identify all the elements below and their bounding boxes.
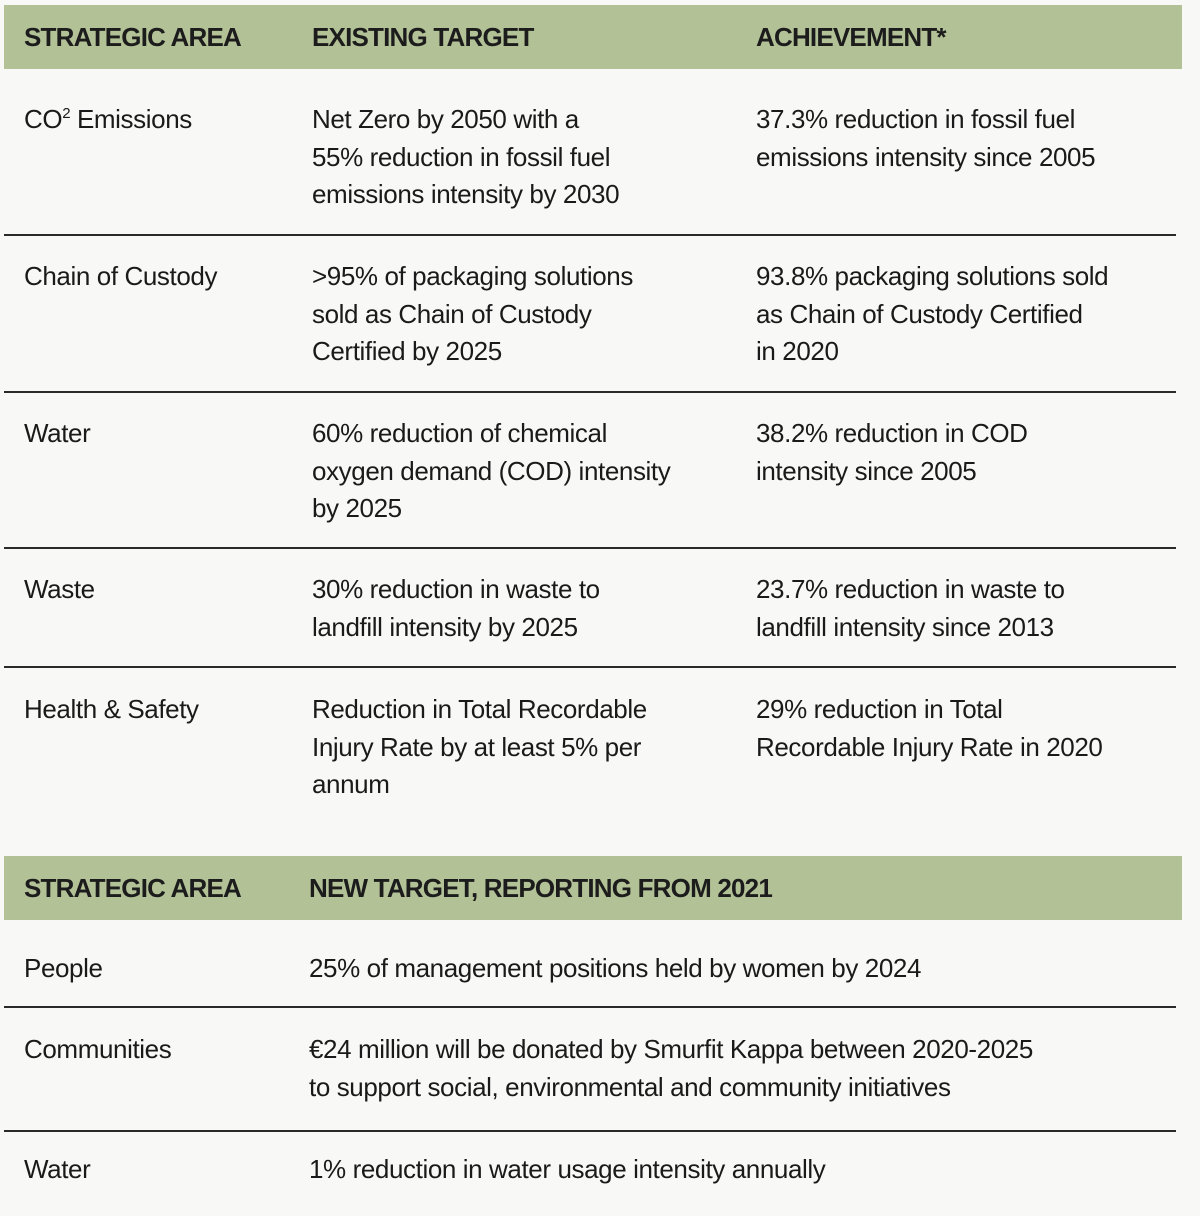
achievement-cell: 29% reduction in Total Recordable Injury… — [756, 694, 1103, 762]
area-cell: Waste — [24, 574, 95, 604]
table-row: Waste 30% reduction in waste to landfill… — [4, 549, 1176, 668]
target-cell: Net Zero by 2050 with a 55% reduction in… — [312, 104, 620, 209]
table-row: CO2 Emissions Net Zero by 2050 with a 55… — [4, 69, 1176, 236]
table-row: Water 1% reduction in water usage intens… — [4, 1132, 1176, 1216]
target-cell: €24 million will be donated by Smurfit K… — [309, 1034, 1033, 1102]
target-cell: Reduction in Total Recordable Injury Rat… — [312, 694, 647, 799]
area-text-rest: Emissions — [70, 104, 192, 134]
target-cell: 25% of management positions held by wome… — [309, 953, 922, 983]
area-cell: Water — [24, 1154, 91, 1184]
achievement-cell: 23.7% reduction in waste to landfill int… — [756, 574, 1065, 642]
achievement-cell: 37.3% reduction in fossil fuel emissions… — [756, 104, 1096, 172]
table-row: Health & Safety Reduction in Total Recor… — [4, 668, 1176, 818]
table-row: Water 60% reduction of chemical oxygen d… — [4, 393, 1176, 549]
area-cell: Chain of Custody — [24, 261, 218, 291]
area-cell: Health & Safety — [24, 694, 199, 724]
target-cell: 30% reduction in waste to landfill inten… — [312, 574, 600, 642]
achievement-cell: 93.8% packaging solutions sold as Chain … — [756, 261, 1109, 366]
target-cell: >95% of packaging solutions sold as Chai… — [312, 261, 633, 366]
target-cell: 1% reduction in water usage intensity an… — [309, 1154, 826, 1184]
achievement-cell: 38.2% reduction in COD intensity since 2… — [756, 418, 1028, 486]
area-cell: Communities — [24, 1034, 172, 1064]
area-superscript: 2 — [62, 105, 71, 122]
area-cell: Water — [24, 418, 91, 448]
header-new-target: NEW TARGET, REPORTING FROM 2021 — [309, 873, 773, 903]
table1-header: STRATEGIC AREA EXISTING TARGET ACHIEVEME… — [4, 5, 1182, 69]
area-cell: People — [24, 953, 103, 983]
header-achievement: ACHIEVEMENT* — [756, 22, 947, 52]
target-cell: 60% reduction of chemical oxygen demand … — [312, 418, 671, 523]
table-row: Chain of Custody >95% of packaging solut… — [4, 236, 1176, 393]
table-row: Communities €24 million will be donated … — [4, 1008, 1176, 1132]
table2-header: STRATEGIC AREA NEW TARGET, REPORTING FRO… — [4, 856, 1182, 920]
header-existing-target: EXISTING TARGET — [312, 22, 534, 52]
area-text: CO — [24, 104, 63, 134]
table-row: People 25% of management positions held … — [4, 920, 1176, 1008]
area-cell: CO2 Emissions — [24, 101, 192, 139]
header-strategic-area: STRATEGIC AREA — [24, 22, 242, 52]
header-strategic-area: STRATEGIC AREA — [24, 873, 242, 903]
